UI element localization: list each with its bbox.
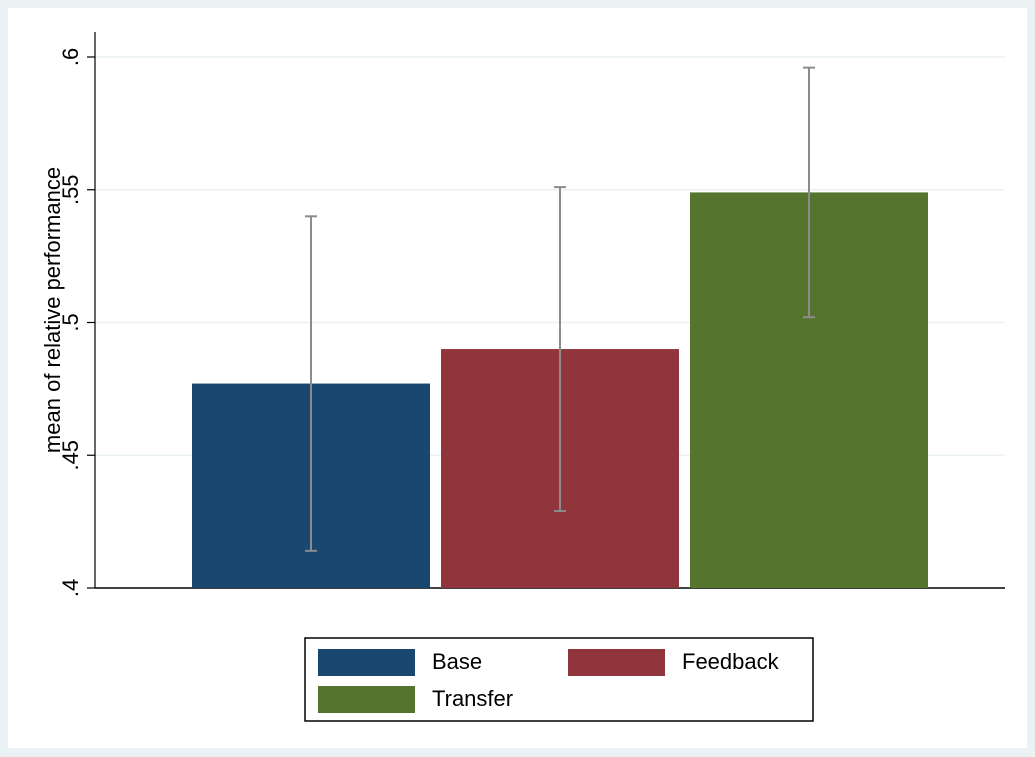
y-tick-label: .45	[58, 440, 83, 471]
y-tick-label: .4	[58, 579, 83, 597]
legend-swatch	[568, 649, 665, 676]
y-axis-label: mean of relative performance	[40, 167, 65, 453]
legend-label: Transfer	[432, 686, 513, 711]
y-tick-label: .55	[58, 174, 83, 205]
legend-label: Base	[432, 649, 482, 674]
legend-swatch	[318, 686, 415, 713]
y-tick-label: .6	[58, 48, 83, 66]
legend-swatch	[318, 649, 415, 676]
legend-label: Feedback	[682, 649, 780, 674]
y-tick-label: .5	[58, 313, 83, 331]
